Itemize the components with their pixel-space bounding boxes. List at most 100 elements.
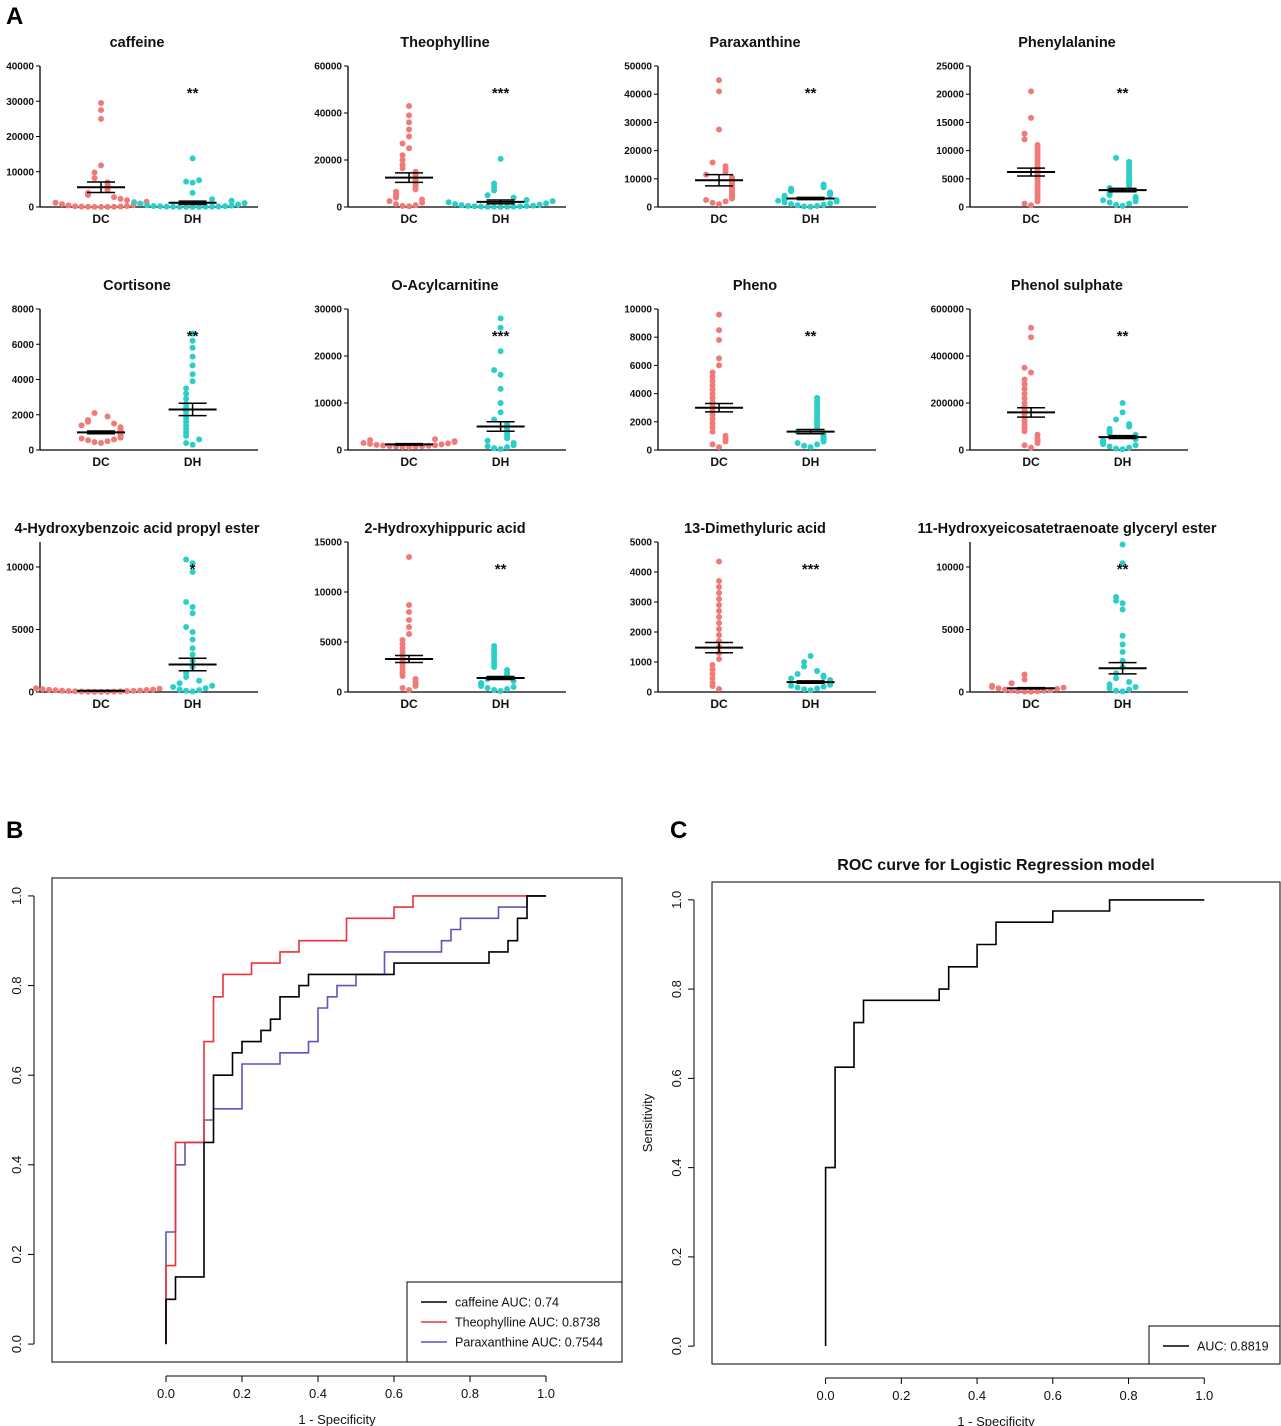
data-point [445,440,452,447]
data-point [393,188,400,195]
y-tick-label: 5000 [942,174,965,185]
data-point [189,330,196,337]
data-point [406,119,413,126]
legend-box [1148,1325,1281,1365]
data-point [491,367,498,374]
data-point [549,198,556,205]
data-point [523,203,530,210]
data-point [1100,197,1107,204]
data-point [1113,154,1120,161]
data-point [1002,686,1009,693]
series-dc [695,77,744,208]
data-point [788,675,795,682]
x-tick-label-dh: DH [1114,212,1131,226]
data-point [788,185,795,192]
data-point [1106,199,1113,206]
series-dc [989,671,1067,695]
data-point [716,355,723,362]
significance-label: ** [1117,561,1129,578]
significance-label: ** [187,328,199,345]
data-point [1106,681,1113,688]
data-point [491,687,498,693]
data-point [1034,431,1041,438]
x-tick-label: 0.4 [309,1386,327,1401]
y-tick-label: 0 [958,688,964,699]
panel-label-b: B [6,817,23,844]
data-point [189,688,196,695]
data-point [478,203,485,210]
data-point [1126,686,1133,693]
chart-title: Paraxanthine [709,35,800,51]
significance-label: ** [805,85,817,102]
y-tick-label: 10000 [314,399,342,410]
roc-line-caffeine [165,895,546,1345]
data-point [491,416,498,423]
y-tick-label: 0 [28,203,34,214]
series-dh [1098,154,1147,209]
data-point [399,637,406,643]
y-tick-label: 0.4 [9,1156,24,1174]
data-point [144,202,151,209]
x-tick-label: 0.8 [461,1386,479,1401]
series-dh [168,330,217,448]
data-point [399,157,406,163]
chart-title: Phenylalanine [1018,35,1116,51]
data-point [143,687,150,693]
data-point [52,687,59,694]
dotplot-2-hydroxyhippuric-acid: 2-Hydroxyhippuric acid 0 5000 10000 15000 DC D… [314,521,566,711]
y-tick-label: 0 [646,203,652,214]
series-dc [695,558,744,692]
dotplot-pheno: Pheno 0 2000 4000 6000 8000 10000 DC DH ** [624,278,876,469]
data-point [419,196,426,203]
data-point [406,631,413,637]
data-point [1054,685,1061,692]
data-point [189,155,196,162]
data-point [438,441,445,448]
y-tick-label: 0.8 [669,980,684,998]
data-point [189,441,196,448]
data-point [406,687,413,693]
y-tick-label: 5000 [942,625,965,636]
data-point [183,390,190,397]
data-point [478,680,485,686]
data-point [1126,200,1133,207]
data-point [497,446,504,453]
data-point [406,102,413,109]
data-point [1119,632,1126,639]
y-tick-label: 2000 [12,410,35,421]
chart-title: caffeine [110,35,165,51]
data-point [222,203,229,210]
data-point [788,682,795,689]
data-point [1119,649,1126,655]
y-tick-label: 0.6 [669,1069,684,1087]
data-point [716,626,723,632]
data-point [367,437,374,444]
series-dh [445,155,556,210]
y-tick-label: 6000 [630,361,653,372]
data-point [196,687,203,694]
data-point [1021,390,1028,397]
data-point [1106,443,1113,450]
data-point [1113,675,1120,682]
data-point [189,337,196,344]
series-dh [775,181,840,210]
series-dc [1007,324,1056,451]
data-point [1132,442,1139,449]
data-point [202,203,209,210]
x-tick-label: 0.0 [817,1388,835,1403]
data-point [709,394,716,401]
data-point [1113,445,1120,452]
y-tick-label: 5000 [320,638,343,649]
data-point [722,163,729,170]
data-point [1113,201,1120,208]
data-point [709,411,716,418]
data-point [39,686,46,693]
data-point [716,596,723,602]
y-tick-label: 4000 [12,375,35,386]
panel-label-a: A [6,3,23,30]
data-point [709,424,716,431]
data-point [1119,409,1126,416]
y-tick-label: 1000 [630,658,653,669]
data-point [497,400,504,406]
